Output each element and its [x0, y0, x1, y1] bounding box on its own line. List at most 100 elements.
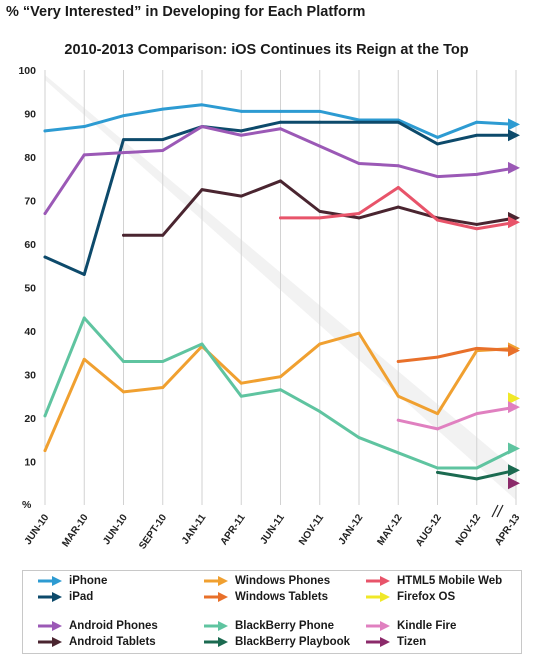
page-title: % “Very Interested” in Developing for Ea…: [6, 4, 366, 20]
series-android-phones: [43, 125, 520, 216]
data-point: [396, 186, 400, 189]
data-point: [436, 218, 439, 222]
legend-label: BlackBerry Playbook: [235, 636, 351, 648]
data-point: [43, 414, 47, 418]
legend-label: BlackBerry Phone: [235, 620, 335, 632]
data-point: [436, 175, 439, 178]
x-tick-label: SEPT-10: [137, 512, 169, 551]
legend-item-ipad: iPad: [37, 590, 93, 604]
legend-item-windows-tablets: Windows Tablets: [203, 590, 328, 604]
data-point: [43, 129, 47, 133]
series-android-tablets: [122, 179, 520, 237]
data-point: [436, 412, 439, 416]
series-line: [396, 405, 518, 431]
legend-swatch-arrow: [366, 576, 390, 586]
legend-label: HTML5 Mobile Web: [397, 575, 503, 587]
legend: iPhone iPad Android Phones Android Tablets W…: [22, 570, 522, 654]
data-point: [475, 223, 479, 226]
data-point: [436, 355, 439, 359]
data-point: [475, 227, 479, 231]
x-tick-label: MAR-10: [60, 512, 91, 549]
grid-lines: [44, 70, 517, 505]
data-point: [82, 125, 86, 128]
data-point: [396, 451, 400, 455]
data-point: [122, 390, 125, 394]
series-lines: [43, 103, 520, 490]
series-end-arrow: [508, 442, 520, 455]
series-kindle-fire: [396, 401, 520, 431]
y-tick-label: 10: [24, 457, 36, 469]
legend-item-iphone: iPhone: [37, 574, 107, 588]
series-end-arrow: [508, 161, 520, 174]
x-tick-label: JUN-10: [23, 512, 52, 547]
data-point: [279, 216, 282, 220]
y-tick-label: 90: [24, 109, 36, 121]
data-point: [200, 103, 204, 107]
data-point: [82, 153, 86, 157]
legend-swatch-arrow: [366, 637, 390, 647]
legend-item-blackberry-playbook: BlackBerry Playbook: [203, 635, 350, 649]
data-point: [279, 375, 282, 379]
data-point: [475, 466, 479, 470]
legend-item-windows-phones: Windows Phones: [203, 574, 330, 588]
data-point: [436, 427, 439, 431]
data-point: [475, 347, 479, 350]
data-point: [357, 331, 361, 335]
data-point: [122, 114, 125, 118]
x-tick-label: JAN-12: [337, 512, 366, 547]
data-point: [161, 360, 165, 363]
data-point: [279, 109, 282, 113]
x-tick-label: AUG-12: [414, 512, 444, 549]
series-windows-tablets: [396, 344, 520, 363]
data-point: [200, 342, 204, 346]
data-point: [436, 136, 439, 139]
legend-label: Android Tablets: [69, 636, 156, 648]
series-end-arrow: [508, 129, 520, 142]
series-end-arrow: [508, 464, 520, 477]
legend-label: Windows Tablets: [235, 591, 328, 603]
data-point: [161, 138, 165, 142]
data-point: [43, 449, 47, 453]
data-point: [122, 360, 125, 363]
data-point: [239, 133, 243, 137]
x-tick-label: NOV-11: [297, 512, 326, 547]
data-point: [318, 216, 322, 220]
data-point: [239, 109, 243, 113]
data-point: [475, 412, 479, 416]
data-point: [396, 120, 400, 124]
data-point: [122, 151, 125, 155]
y-tick-label: 100: [18, 65, 36, 77]
data-point: [279, 179, 282, 183]
chart-title: 2010-2013 Comparison: iOS Continues its …: [64, 42, 469, 58]
legend-swatch-arrow: [38, 592, 62, 602]
data-point: [436, 470, 439, 474]
data-point: [239, 129, 243, 133]
legend-swatch-arrow: [38, 637, 62, 647]
data-point: [279, 127, 282, 131]
series-end-arrow: [508, 216, 520, 229]
y-axis-label: %: [22, 499, 32, 511]
legend-swatch-arrow: [366, 592, 390, 602]
data-point: [396, 360, 400, 363]
data-point: [122, 233, 125, 237]
data-point: [161, 233, 165, 237]
data-point: [279, 120, 282, 124]
data-point: [436, 466, 439, 470]
legend-label: Firefox OS: [397, 591, 456, 603]
legend-swatch-arrow: [204, 637, 228, 647]
series-iphone: [43, 103, 520, 139]
data-point: [200, 188, 204, 192]
y-axis-ticks: 10 20 30 40 50 60 70 80 90 100: [18, 65, 36, 469]
x-tick-label: APR-11: [219, 512, 248, 547]
series-end-arrow: [508, 118, 520, 131]
legend-swatch-arrow: [204, 621, 228, 631]
data-point: [239, 194, 243, 198]
legend-item-firefox-os: Firefox OS: [365, 590, 455, 604]
x-tick-label: NOV-12: [454, 512, 484, 548]
data-point: [475, 477, 479, 481]
legend-item-tizen: Tizen: [365, 635, 426, 649]
series-end-arrow: [508, 477, 520, 490]
data-point: [239, 394, 243, 398]
data-point: [122, 138, 125, 142]
x-axis-ticks: JUN-10 MAR-10 JUN-10 SEPT-10 JAN-11 APR-11 JUN…: [23, 512, 523, 551]
